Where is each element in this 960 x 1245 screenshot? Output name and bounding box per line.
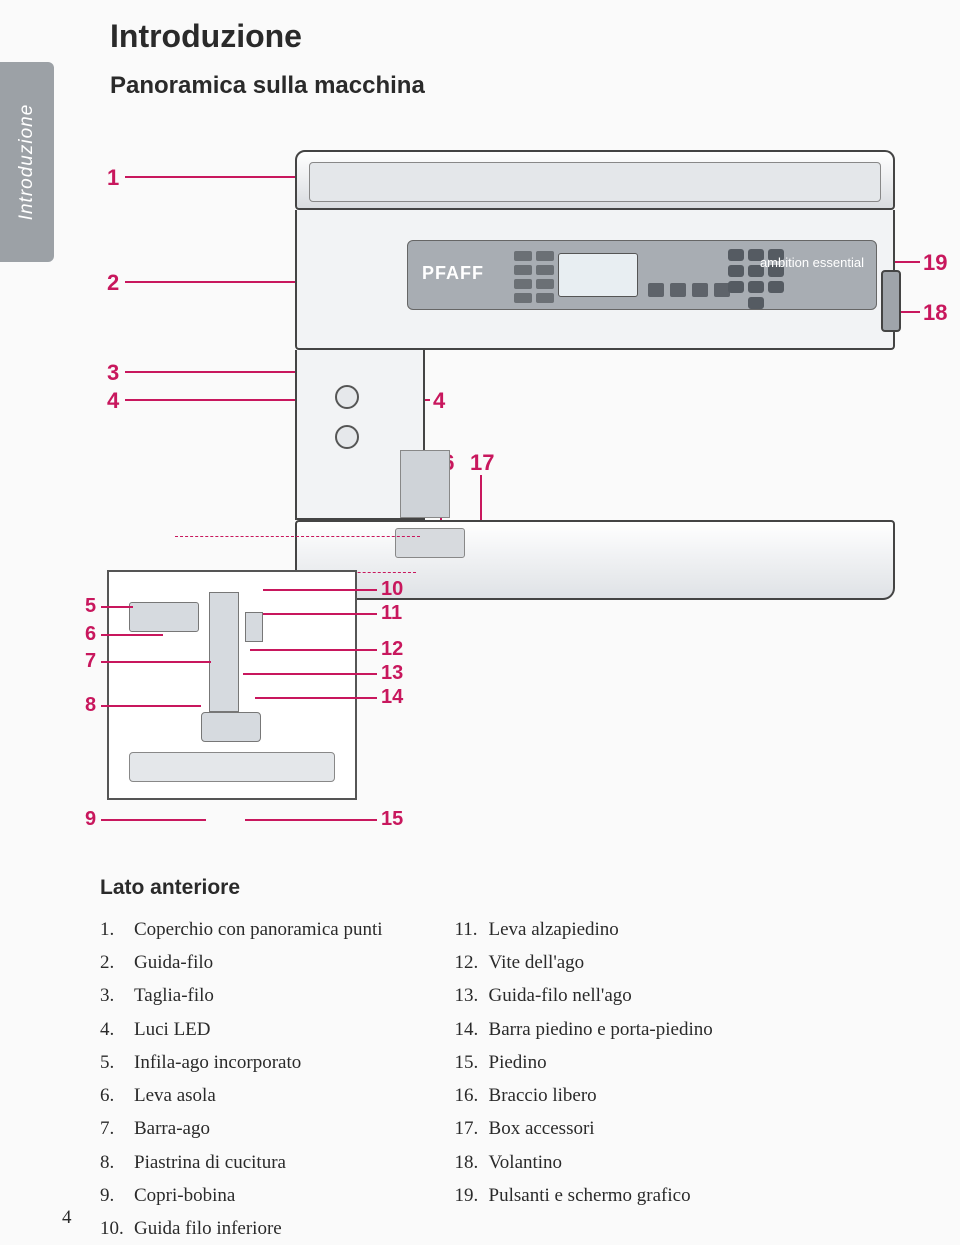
machine-top: PFAFF ambition essential xyxy=(295,210,895,350)
callout-4a: 4 xyxy=(107,388,119,414)
lcd-screen xyxy=(558,253,638,297)
leader-14 xyxy=(255,697,377,699)
legend-col-right: 11.Leva alzapiedino 12.Vite dell'ago 13.… xyxy=(455,913,713,1245)
legend-item: 18.Volantino xyxy=(455,1146,713,1179)
legend-item: 5.Infila-ago incorporato xyxy=(100,1046,383,1079)
callout-9: 9 xyxy=(85,808,96,831)
leader-4a xyxy=(125,399,295,401)
machine-diagram: 1 2 3 4 4 16 17 19 18 PFAFF xyxy=(95,130,915,820)
legend-title: Lato anteriore xyxy=(100,870,890,907)
callout-13: 13 xyxy=(381,662,403,685)
dial-icon xyxy=(335,385,359,409)
legend-item: 2.Guida-filo xyxy=(100,946,383,979)
callout-5: 5 xyxy=(85,595,96,618)
needle-plate xyxy=(395,528,465,558)
page-subtitle: Panoramica sulla macchina xyxy=(110,72,425,100)
leader-9 xyxy=(101,819,206,821)
legend-item: 12.Vite dell'ago xyxy=(455,946,713,979)
legend-item: 9.Copri-bobina xyxy=(100,1179,383,1212)
callout-6: 6 xyxy=(85,623,96,646)
legend-item: 10.Guida filo inferiore xyxy=(100,1212,383,1245)
legend-item: 6.Leva asola xyxy=(100,1079,383,1112)
legend-item: 11.Leva alzapiedino xyxy=(455,913,713,946)
leader-15 xyxy=(245,819,377,821)
legend-item: 17.Box accessori xyxy=(455,1112,713,1145)
model-label: ambition essential xyxy=(760,255,864,270)
leader-11 xyxy=(263,613,377,615)
presser-foot-inset xyxy=(107,570,357,800)
control-panel: PFAFF ambition essential xyxy=(407,240,877,310)
legend-item: 13.Guida-filo nell'ago xyxy=(455,979,713,1012)
callout-19: 19 xyxy=(923,250,947,276)
needle-area xyxy=(400,450,450,518)
leader-7 xyxy=(101,661,211,663)
callout-7: 7 xyxy=(85,650,96,673)
dial-icon xyxy=(335,425,359,449)
leader-12 xyxy=(250,649,377,651)
legend-item: 4.Luci LED xyxy=(100,1013,383,1046)
leader-6 xyxy=(101,634,163,636)
callout-12: 12 xyxy=(381,638,403,661)
callout-11: 11 xyxy=(381,602,402,625)
legend: Lato anteriore 1.Coperchio con panoramic… xyxy=(100,870,890,1245)
page-number: 4 xyxy=(62,1207,72,1229)
callout-2: 2 xyxy=(107,270,119,296)
machine-lid xyxy=(295,150,895,210)
legend-item: 15.Piedino xyxy=(455,1046,713,1079)
leader-13 xyxy=(243,673,377,675)
leader-5 xyxy=(101,606,133,608)
legend-item: 16.Braccio libero xyxy=(455,1079,713,1112)
callout-3: 3 xyxy=(107,360,119,386)
legend-col-left: 1.Coperchio con panoramica punti 2.Guida… xyxy=(100,913,383,1245)
callout-1: 1 xyxy=(107,165,119,191)
legend-item: 8.Piastrina di cucitura xyxy=(100,1146,383,1179)
machine-body: PFAFF ambition essential xyxy=(295,150,895,620)
leader-10 xyxy=(263,589,377,591)
callout-10: 10 xyxy=(381,578,403,601)
projection-line xyxy=(175,536,420,537)
page-title: Introduzione xyxy=(110,18,302,55)
callout-8: 8 xyxy=(85,694,96,717)
legend-item: 19.Pulsanti e schermo grafico xyxy=(455,1179,713,1212)
handwheel xyxy=(881,270,901,332)
callout-18: 18 xyxy=(923,300,947,326)
section-tab-label: Introduzione xyxy=(16,104,38,221)
callout-15: 15 xyxy=(381,808,403,831)
leader-1 xyxy=(125,176,295,178)
legend-item: 3.Taglia-filo xyxy=(100,979,383,1012)
legend-item: 14.Barra piedino e porta-piedino xyxy=(455,1013,713,1046)
legend-item: 7.Barra-ago xyxy=(100,1112,383,1145)
section-tab: Introduzione xyxy=(0,62,54,262)
leader-8 xyxy=(101,705,201,707)
leader-3 xyxy=(125,371,295,373)
callout-14: 14 xyxy=(381,686,403,709)
brand-label: PFAFF xyxy=(422,263,484,284)
legend-item: 1.Coperchio con panoramica punti xyxy=(100,913,383,946)
